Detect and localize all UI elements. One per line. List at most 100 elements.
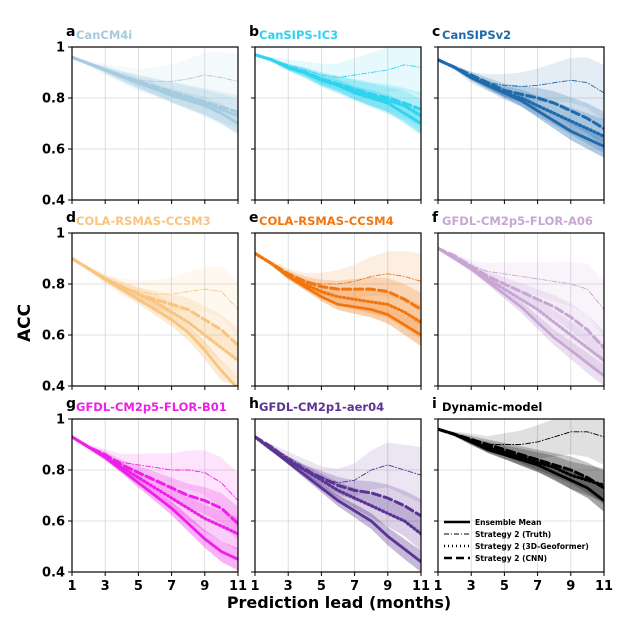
series-line-3 <box>255 251 421 311</box>
panel-frame <box>437 46 605 201</box>
y-tick-label: 0.8 <box>42 92 65 107</box>
x-tick-label: 11 <box>412 579 430 594</box>
series-line-3 <box>255 53 421 111</box>
legend-label-geo: Strategy 2 (3D-Geoformer) <box>475 542 589 551</box>
band-2 <box>72 57 238 133</box>
band-0 <box>255 54 421 135</box>
series-line-3 <box>438 427 604 490</box>
panel-d: d COLA-RSMAS-CCSM3 0.4 0.6 0.8 1 <box>42 210 239 395</box>
panel-frame <box>71 418 239 573</box>
y-tick-label: 0.6 <box>42 143 65 158</box>
x-tick-label: 11 <box>229 579 247 594</box>
panel-f: f GFDL-CM2p5-FLOR-A06 <box>432 210 605 390</box>
band-0 <box>72 436 238 571</box>
panel-frame <box>437 418 605 573</box>
panel-letter: b <box>249 24 259 40</box>
panel-title: CanSIPS-IC3 <box>259 28 338 42</box>
panel-e: e COLA-RSMAS-CCSM4 <box>249 210 422 390</box>
panel-h: h GFDL-CM2p1-aer04 1 3 5 7 9 11 <box>249 396 430 594</box>
y-tick-label: 1 <box>56 41 65 56</box>
band-0 <box>438 248 604 386</box>
band-1 <box>72 52 238 110</box>
x-tick-label: 5 <box>500 579 509 594</box>
x-tick-label: 7 <box>350 579 359 594</box>
panel-letter: d <box>66 210 76 226</box>
panel-frame <box>254 418 422 573</box>
x-tick-label: 3 <box>284 579 293 594</box>
x-tick-label: 7 <box>533 579 542 594</box>
legend-label-ensemble: Ensemble Mean <box>475 518 541 527</box>
panel-frame <box>254 46 422 201</box>
series-line-1 <box>255 54 421 79</box>
x-axis-label: Prediction lead (months) <box>227 593 451 612</box>
series-line-2 <box>255 251 421 324</box>
series-line-2 <box>72 435 238 536</box>
band-1 <box>255 436 421 504</box>
y-tick-label: 0.6 <box>42 515 65 530</box>
series-line-3 <box>255 435 421 518</box>
panel-frame <box>71 46 239 201</box>
panel-title: Dynamic-model <box>442 400 542 414</box>
band-1 <box>438 57 604 121</box>
band-3 <box>72 57 238 129</box>
panel-c: c CanSIPSv2 <box>432 24 605 204</box>
band-2 <box>438 429 604 503</box>
legend-label-truth: Strategy 2 (Truth) <box>475 530 551 539</box>
y-tick-label: 1 <box>56 227 65 242</box>
x-tick-label: 11 <box>595 579 613 594</box>
band-3 <box>438 429 604 505</box>
panel-frame <box>71 232 239 387</box>
y-tick-label: 0.4 <box>42 380 65 395</box>
panel-frame <box>254 232 422 387</box>
panel-letter: i <box>432 396 437 412</box>
band-2 <box>255 54 421 133</box>
band-0 <box>255 253 421 347</box>
series-line-0 <box>255 435 421 564</box>
panel-title: CanCM4i <box>76 28 132 42</box>
panel-title: GFDL-CM2p1-aer04 <box>259 400 384 414</box>
panel-title: CanSIPSv2 <box>442 28 511 42</box>
y-tick-label: 0.6 <box>42 329 65 344</box>
series-line-3 <box>72 435 238 525</box>
series-line-3 <box>72 55 238 114</box>
band-0 <box>72 258 238 386</box>
y-tick-label: 0.8 <box>42 278 65 293</box>
band-1 <box>255 251 421 310</box>
panel-letter: f <box>432 210 439 226</box>
panel-i: i Dynamic-model 1 3 5 7 9 11 Ensemble Mean Strate… <box>432 396 613 594</box>
x-tick-label: 1 <box>67 579 76 594</box>
panel-title: GFDL-CM2p5-FLOR-B01 <box>76 400 227 414</box>
band-0 <box>255 436 421 572</box>
panel-title: COLA-RSMAS-CCSM3 <box>76 214 211 228</box>
panel-letter: e <box>249 210 259 226</box>
panel-b: b CanSIPS-IC3 <box>249 24 422 204</box>
panel-letter: c <box>432 24 440 40</box>
x-tick-label: 9 <box>383 579 392 594</box>
series-line-3 <box>438 246 604 350</box>
panel-a: a CanCM4i 0.4 0.6 0.8 1 <box>42 24 239 209</box>
panel-title: COLA-RSMAS-CCSM4 <box>259 214 394 228</box>
series-line-2 <box>255 435 421 536</box>
y-axis-label: ACC <box>15 304 35 342</box>
x-tick-label: 3 <box>467 579 476 594</box>
panel-letter: h <box>249 396 259 412</box>
panel-title: GFDL-CM2p5-FLOR-A06 <box>442 214 593 228</box>
x-tick-label: 9 <box>200 579 209 594</box>
panel-letter: g <box>66 396 76 412</box>
panel-frame <box>437 232 605 387</box>
series-line-2 <box>438 427 604 487</box>
panel-letter: a <box>66 24 75 40</box>
x-tick-label: 5 <box>134 579 143 594</box>
y-tick-label: 0.8 <box>42 464 65 479</box>
band-3 <box>255 54 421 127</box>
y-tick-label: 0.4 <box>42 566 65 581</box>
x-tick-label: 9 <box>566 579 575 594</box>
series-line-2 <box>438 246 604 363</box>
band-0 <box>438 59 604 158</box>
x-tick-label: 5 <box>317 579 326 594</box>
y-tick-label: 0.4 <box>42 194 65 209</box>
legend-label-cnn: Strategy 2 (CNN) <box>475 554 547 563</box>
